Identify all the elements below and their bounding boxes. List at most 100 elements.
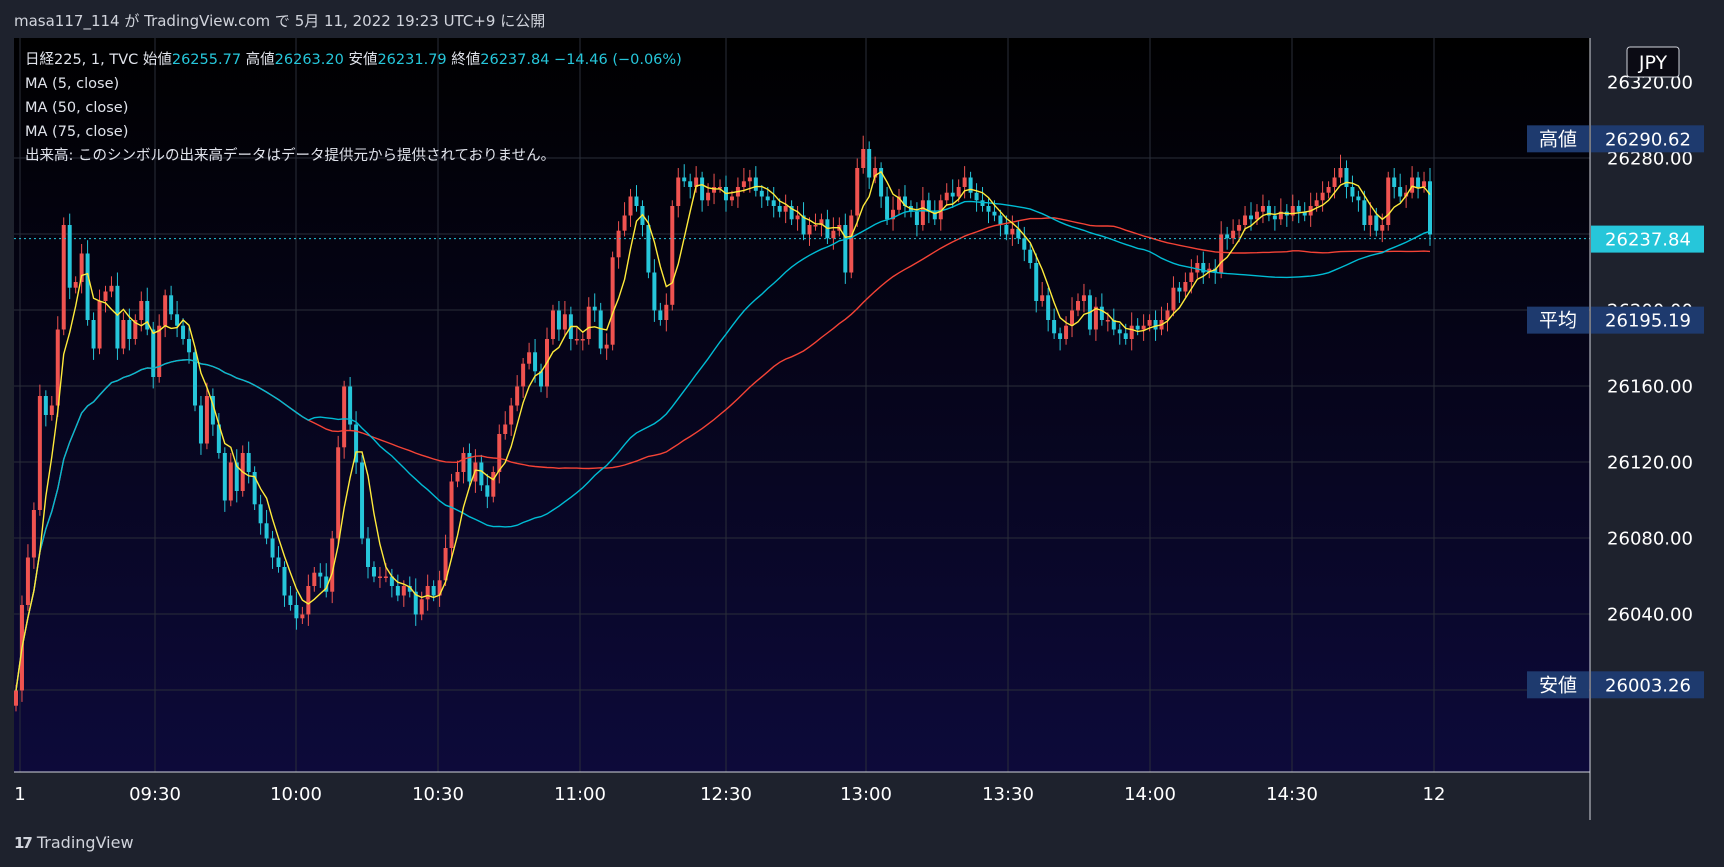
candle-body <box>831 230 836 239</box>
candle-body <box>819 219 824 225</box>
candle-body <box>330 538 335 592</box>
price-label-value: 26237.84 <box>1605 230 1691 251</box>
candle-body <box>497 434 502 472</box>
currency-label: JPY <box>1638 52 1668 74</box>
candle-body <box>1177 287 1182 292</box>
candle-body <box>139 301 144 320</box>
time-tick-label: 14:30 <box>1266 784 1318 805</box>
candle-body <box>628 196 633 216</box>
ma75-legend[interactable]: MA (75, close) <box>25 124 129 140</box>
candle-body <box>1374 215 1379 231</box>
candle-body <box>294 605 299 619</box>
time-tick-label: 10:30 <box>412 784 464 805</box>
candle-body <box>145 301 150 330</box>
candle-body <box>1422 181 1427 187</box>
candle-body <box>175 314 180 326</box>
candle-body <box>1129 325 1134 339</box>
high-value: 26263.20 <box>274 52 344 68</box>
brand-name: TradingView <box>36 833 134 852</box>
candle-body <box>443 548 448 581</box>
candle-body <box>198 405 203 444</box>
candle-body <box>14 690 18 706</box>
candle-body <box>1207 268 1212 273</box>
candle-body <box>354 424 359 463</box>
candle-body <box>1219 234 1224 273</box>
candle-body <box>747 177 752 182</box>
candle-body <box>1123 333 1128 339</box>
price-label-tag <box>1527 671 1589 699</box>
candle-body <box>1350 187 1355 197</box>
price-tick-label: 26040.00 <box>1607 605 1693 626</box>
candle-body <box>515 386 520 406</box>
price-tick-label: 26320.00 <box>1607 73 1693 94</box>
candle-body <box>1266 206 1271 216</box>
open-label: 始値 <box>142 52 172 68</box>
symbol-name[interactable]: 日経225, 1, TVC <box>25 52 139 68</box>
candle-body <box>1034 263 1039 301</box>
candle-body <box>276 557 281 567</box>
candle-body <box>85 253 90 320</box>
candle-body <box>234 462 239 491</box>
price-labels: 高値 26290.62 26237.84 平均 26195.19 安値 26003.26 <box>1527 125 1704 699</box>
ma50-legend[interactable]: MA (50, close) <box>25 100 129 116</box>
candle-body <box>306 586 311 615</box>
candle-body <box>1016 228 1021 239</box>
candle-body <box>485 485 490 497</box>
candle-body <box>91 320 96 349</box>
candle-body <box>765 196 770 201</box>
candle-body <box>1117 329 1122 334</box>
candle-body <box>103 291 108 301</box>
candle-body <box>31 510 36 558</box>
candle-body <box>891 209 896 220</box>
candle-body <box>336 447 341 539</box>
candle-body <box>550 310 555 339</box>
publish-info: masa117_114 が TradingView.com で 5月 11, 2… <box>14 12 546 30</box>
chart-legend: 日経225, 1, TVC 始値26255.77 高値26263.20 安値26… <box>25 48 682 168</box>
candle-body <box>1410 177 1415 193</box>
candle-body <box>741 181 746 187</box>
candle-body <box>992 211 997 216</box>
candle-body <box>115 285 120 349</box>
candle-body <box>610 257 615 345</box>
candle-body <box>771 200 776 206</box>
candle-body <box>706 192 711 201</box>
candle-body <box>902 196 907 206</box>
candle-body <box>133 320 138 339</box>
candle-body <box>127 320 132 339</box>
candle-body <box>1254 211 1259 220</box>
candle-body <box>1046 295 1051 320</box>
close-value: 26237.84 <box>480 52 550 68</box>
price-axis[interactable]: 26320.0026280.0026240.0026200.0026160.00… <box>1607 73 1693 626</box>
candle-body <box>950 192 955 197</box>
candle-body <box>67 225 72 288</box>
candle-body <box>1183 282 1188 292</box>
candle-body <box>592 306 597 311</box>
price-label-tag <box>1527 125 1589 153</box>
candle-body <box>974 192 979 201</box>
candle-body <box>300 614 305 619</box>
candle-body <box>461 453 466 472</box>
time-tick-label: 13:30 <box>982 784 1034 805</box>
price-label-name: 高値 <box>1539 128 1577 150</box>
candle-body <box>527 352 532 364</box>
candle-body <box>562 314 567 330</box>
candle-body <box>539 371 544 387</box>
currency-button[interactable]: JPY <box>1626 46 1680 78</box>
candle-body <box>807 225 812 235</box>
candle-body <box>1362 200 1367 225</box>
candle-body <box>1040 295 1045 301</box>
candle-body <box>371 567 376 577</box>
candle-body <box>61 225 66 330</box>
candle-body <box>187 339 192 353</box>
candle-body <box>897 196 902 210</box>
time-axis[interactable]: 1 09:30 10:00 10:30 11:00 12:30 13:00 13:30 14:0… <box>14 784 1445 805</box>
candle-body <box>425 586 430 600</box>
time-tick-label: 09:30 <box>129 784 181 805</box>
candle-body <box>109 285 114 292</box>
ma5-legend[interactable]: MA (5, close) <box>25 76 120 92</box>
candle-body <box>574 339 579 341</box>
candle-body <box>1290 206 1295 216</box>
footer-brand[interactable]: 17 TradingView <box>14 833 134 852</box>
price-tick-label: 26080.00 <box>1607 529 1693 550</box>
